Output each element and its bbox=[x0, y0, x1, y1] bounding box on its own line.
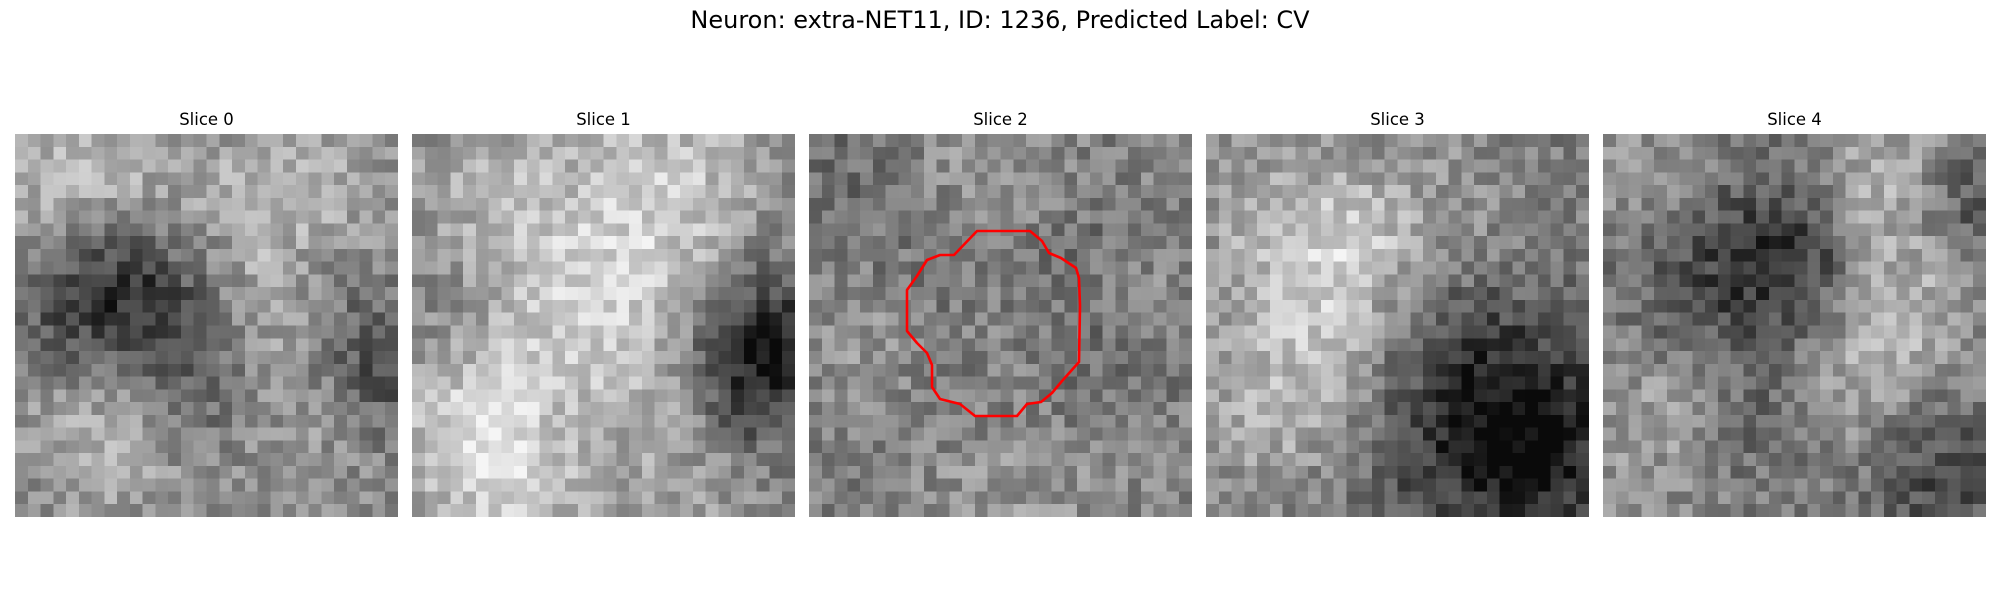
slice-title-2: Slice 2 bbox=[973, 110, 1028, 129]
slice-image-1 bbox=[412, 134, 795, 517]
contour-polygon bbox=[905, 229, 1082, 418]
slice-title-4: Slice 4 bbox=[1767, 110, 1822, 129]
slice-title-1: Slice 1 bbox=[576, 110, 631, 129]
slice-title-0: Slice 0 bbox=[179, 110, 234, 129]
slice-title-3: Slice 3 bbox=[1370, 110, 1425, 129]
figure-title: Neuron: extra-NET11, ID: 1236, Predicted… bbox=[690, 6, 1310, 34]
slice-image-4 bbox=[1603, 134, 1986, 517]
slice-image-0 bbox=[15, 134, 398, 517]
roi-contour bbox=[905, 229, 1082, 418]
slice-image-3 bbox=[1206, 134, 1589, 517]
slice-image-2 bbox=[809, 134, 1192, 517]
